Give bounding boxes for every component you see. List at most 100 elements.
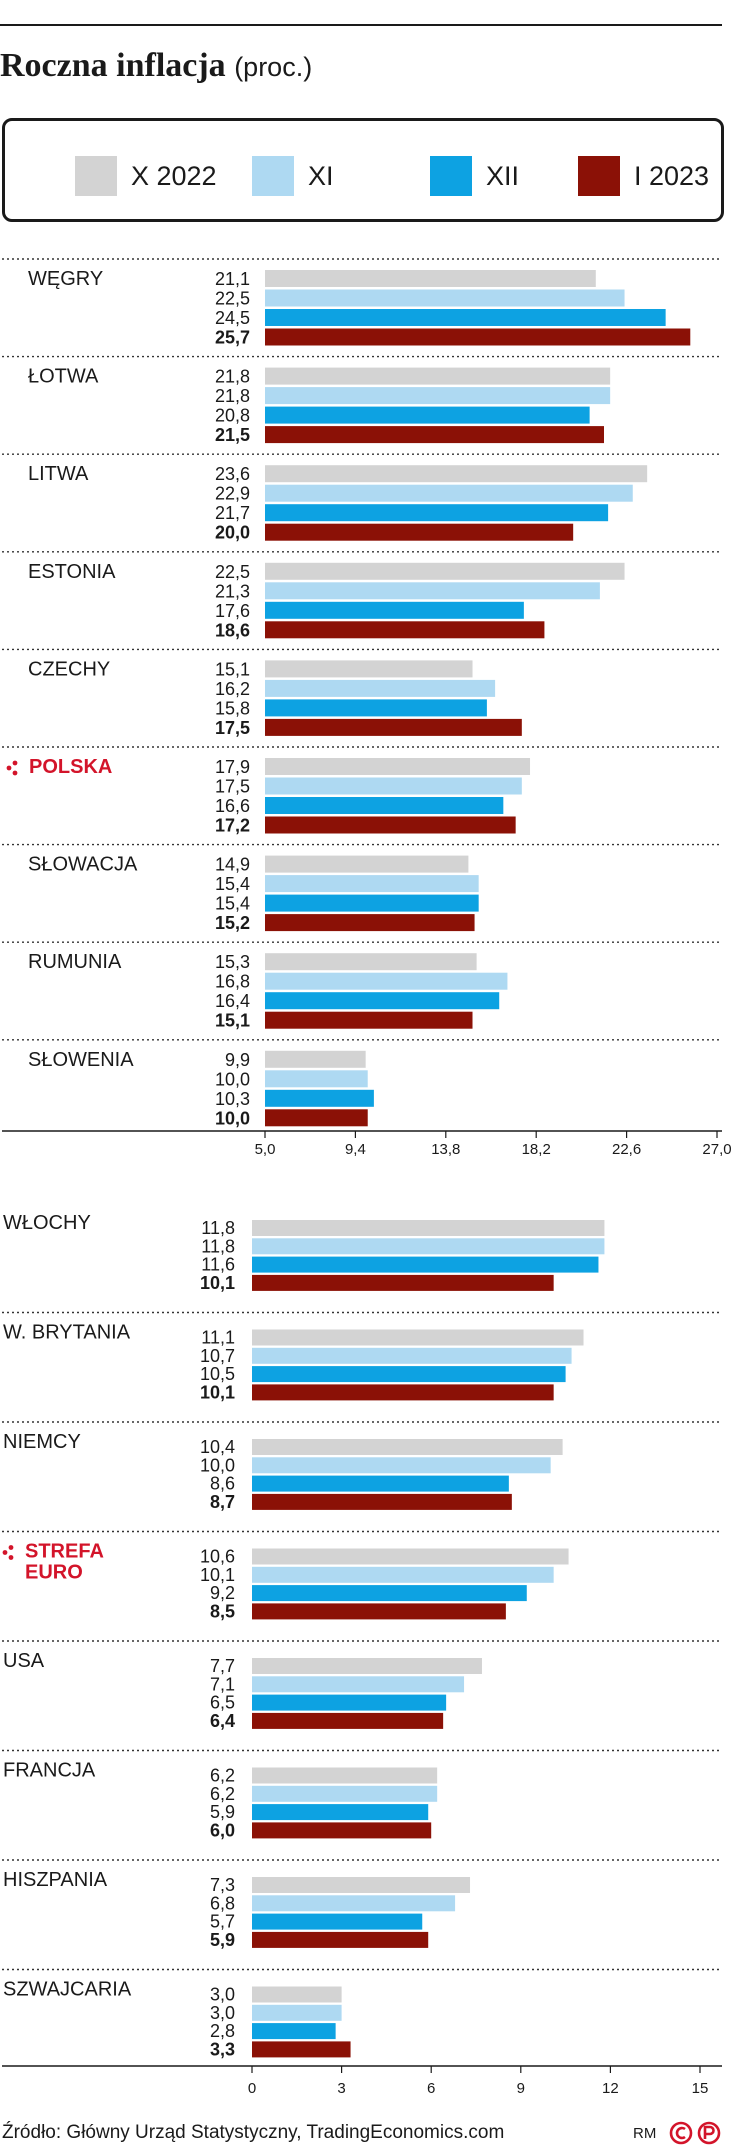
country-usa-value-x-2022: 7,7 (210, 1656, 235, 1676)
country-litwa-bar-xi (265, 484, 633, 502)
country-polska-value-xi: 17,5 (215, 777, 250, 797)
country-wlochy-value-x-2022: 11,8 (201, 1218, 235, 1238)
country-szwajcaria-value-xii: 2,8 (210, 2021, 235, 2041)
country-w-brytania-value-xi: 10,7 (200, 1346, 235, 1366)
country-hiszpania-value-xii: 5,7 (210, 1912, 235, 1932)
country-rumunia-value-xi: 16,8 (215, 972, 250, 992)
country-strefa-euro-label: EURO (25, 1562, 83, 1584)
country-usa-value-xii: 6,5 (210, 1693, 235, 1713)
country-francja-bar-i-2023 (252, 1822, 432, 1839)
country-estonia-bar-i-2023 (265, 621, 545, 639)
country-hiszpania-bar-i-2023 (252, 1931, 429, 1948)
country-lotwa-value-i-2023: 21,5 (215, 425, 250, 445)
country-slowacja-bar-xi (265, 875, 479, 893)
legend-swatch-i-2023 (578, 156, 620, 196)
country-czechy-bar-i-2023 (265, 718, 522, 736)
country-szwajcaria-value-xi: 3,0 (210, 2003, 235, 2023)
country-slowacja-bar-x-2022 (265, 855, 469, 873)
x-axis-tick-label: 13,8 (431, 1141, 460, 1158)
country-usa-value-i-2023: 6,4 (210, 1711, 235, 1731)
country-rumunia-value-x-2022: 15,3 (215, 952, 250, 972)
country-slowacja-value-xi: 15,4 (215, 874, 250, 894)
country-wegry-value-xi: 22,5 (215, 289, 250, 309)
x-axis-tick-label: 22,6 (612, 1141, 641, 1158)
country-wegry-value-xii: 24,5 (215, 308, 250, 328)
country-polska-value-i-2023: 17,2 (215, 816, 250, 836)
legend-swatch-xi (252, 156, 294, 196)
country-polska-bar-x-2022 (265, 758, 531, 775)
country-w-brytania-value-i-2023: 10,1 (200, 1382, 235, 1402)
highlight-dots-icon (6, 760, 18, 776)
country-litwa-bar-x-2022 (265, 465, 648, 483)
country-czechy-label: CZECHY (28, 658, 110, 680)
legend-label-xi: XI (308, 161, 334, 191)
country-slowenia-bar-x-2022 (265, 1050, 366, 1068)
country-wlochy-bar-i-2023 (252, 1274, 554, 1291)
title-text: Roczna inflacja (0, 47, 226, 84)
legend-swatch-xii (430, 156, 472, 196)
country-niemcy-bar-xii (252, 1475, 509, 1492)
country-francja-bar-xi (252, 1785, 438, 1802)
country-francja-value-x-2022: 6,2 (210, 1766, 235, 1786)
country-czechy-value-xi: 16,2 (215, 679, 250, 699)
country-wlochy-bar-xi (252, 1238, 605, 1255)
x-axis-tick-label: 27,0 (702, 1141, 731, 1158)
country-hiszpania-value-x-2022: 7,3 (210, 1875, 235, 1895)
country-slowacja-label: SŁOWACJA (28, 854, 138, 876)
x-axis-tick-label: 15 (692, 2080, 709, 2097)
country-slowenia-bar-xii (265, 1089, 374, 1107)
country-estonia-value-x-2022: 22,5 (215, 562, 250, 582)
country-usa-bar-x-2022 (252, 1658, 482, 1674)
country-slowacja-value-i-2023: 15,2 (215, 913, 250, 933)
country-czechy-bar-xi (265, 679, 496, 697)
country-strefa-euro-bar-i-2023 (252, 1603, 506, 1620)
country-francja-value-xii: 5,9 (210, 1802, 235, 1822)
country-slowacja-bar-i-2023 (265, 914, 475, 932)
country-rumunia-bar-xi (265, 972, 508, 990)
country-wlochy-label: WŁOCHY (3, 1212, 91, 1234)
country-usa-bar-xii (252, 1694, 447, 1711)
country-slowenia-value-xi: 10,0 (215, 1069, 250, 1089)
country-francja-bar-xii (252, 1804, 429, 1821)
country-francja-value-xi: 6,2 (210, 1784, 235, 1804)
x-axis-tick-label: 0 (248, 2080, 256, 2097)
country-niemcy-label: NIEMCY (3, 1431, 81, 1453)
country-wegry-bar-xi (265, 289, 625, 307)
top-rule (0, 24, 722, 26)
country-hiszpania-value-i-2023: 5,9 (210, 1930, 235, 1950)
country-lotwa-value-x-2022: 21,8 (215, 367, 250, 387)
country-lotwa-bar-xi (265, 387, 611, 405)
x-axis-tick-label: 5,0 (255, 1141, 276, 1158)
country-estonia-bar-xii (265, 601, 524, 619)
legend-swatch-x-2022 (75, 156, 117, 196)
country-hiszpania-label: HISZPANIA (3, 1869, 108, 1891)
country-slowenia-bar-xi (265, 1070, 368, 1088)
country-wlochy-bar-x-2022 (252, 1220, 605, 1236)
country-polska-label: POLSKA (29, 756, 112, 778)
country-litwa-bar-i-2023 (265, 523, 574, 541)
country-w-brytania-bar-xii (252, 1366, 566, 1383)
country-estonia-value-xi: 21,3 (215, 581, 250, 601)
country-polska-value-xii: 16,6 (215, 796, 250, 816)
country-polska-bar-xi (265, 777, 522, 795)
legend-label-xii: XII (486, 161, 520, 191)
country-czechy-bar-xii (265, 699, 487, 717)
country-litwa-label: LITWA (28, 463, 89, 485)
country-szwajcaria-bar-i-2023 (252, 2041, 351, 2058)
highlight-dot (12, 760, 18, 766)
country-wlochy-bar-xii (252, 1256, 599, 1273)
chart-title: Roczna inflacja (proc.) (0, 46, 312, 87)
country-wegry-bar-x-2022 (265, 270, 596, 287)
country-litwa-value-xii: 21,7 (215, 503, 250, 523)
legend-label-i-2023: I 2023 (634, 161, 710, 191)
country-w-brytania-value-x-2022: 11,1 (201, 1328, 235, 1348)
country-slowenia-bar-i-2023 (265, 1109, 368, 1127)
country-litwa-bar-xii (265, 504, 609, 522)
country-strefa-euro-value-x-2022: 10,6 (200, 1547, 235, 1567)
x-axis-tick-label: 18,2 (522, 1141, 551, 1158)
country-usa-value-xi: 7,1 (210, 1674, 235, 1694)
country-szwajcaria-bar-x-2022 (252, 1986, 342, 2003)
country-estonia-label: ESTONIA (28, 561, 116, 583)
country-slowacja-value-xii: 15,4 (215, 894, 250, 914)
